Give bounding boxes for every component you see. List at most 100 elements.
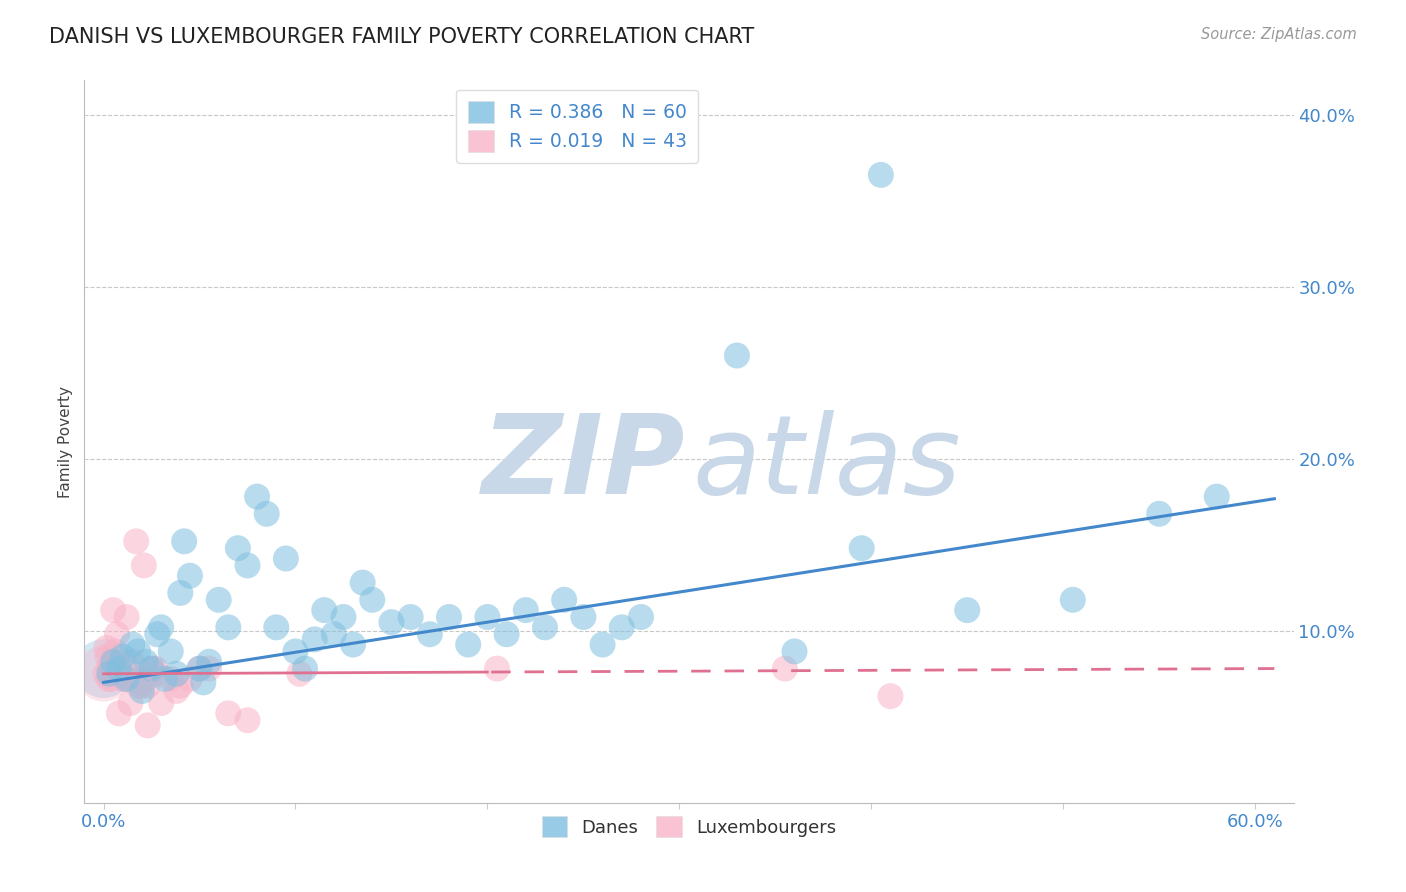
Point xyxy=(122,672,145,686)
Point xyxy=(198,655,221,669)
Point xyxy=(110,662,132,676)
Point xyxy=(208,592,231,607)
Point xyxy=(870,168,893,182)
Point xyxy=(217,620,239,634)
Point xyxy=(132,558,155,573)
Point xyxy=(121,638,143,652)
Point xyxy=(115,672,138,686)
Point xyxy=(173,534,195,549)
Point xyxy=(100,672,122,686)
Point xyxy=(108,662,131,676)
Point xyxy=(246,490,269,504)
Point xyxy=(610,620,633,634)
Point xyxy=(104,644,127,658)
Point xyxy=(135,672,157,686)
Point xyxy=(101,655,124,669)
Text: ZIP: ZIP xyxy=(482,409,685,516)
Point xyxy=(150,620,173,634)
Point xyxy=(121,655,143,669)
Point xyxy=(630,610,652,624)
Y-axis label: Family Poverty: Family Poverty xyxy=(58,385,73,498)
Point xyxy=(117,662,139,676)
Point xyxy=(97,672,120,686)
Point xyxy=(135,655,157,669)
Point xyxy=(217,706,239,721)
Point xyxy=(314,603,336,617)
Point xyxy=(108,706,131,721)
Point xyxy=(179,568,201,582)
Point xyxy=(266,620,288,634)
Point xyxy=(105,627,128,641)
Point xyxy=(131,679,153,693)
Point xyxy=(93,662,115,676)
Point xyxy=(93,666,115,681)
Point xyxy=(146,666,169,681)
Point xyxy=(274,551,297,566)
Point xyxy=(485,662,508,676)
Point xyxy=(193,675,215,690)
Point xyxy=(495,627,517,641)
Point xyxy=(153,672,176,686)
Point xyxy=(592,638,614,652)
Point xyxy=(146,627,169,641)
Point xyxy=(851,541,873,556)
Point xyxy=(515,603,537,617)
Point xyxy=(115,610,138,624)
Point xyxy=(1147,507,1170,521)
Point xyxy=(179,672,201,686)
Point xyxy=(111,649,134,664)
Point xyxy=(256,507,278,521)
Point xyxy=(145,662,167,676)
Point xyxy=(322,627,344,641)
Point xyxy=(879,689,901,703)
Point xyxy=(120,696,142,710)
Point xyxy=(419,627,441,641)
Point xyxy=(725,349,748,363)
Point xyxy=(1205,490,1227,504)
Text: DANISH VS LUXEMBOURGER FAMILY POVERTY CORRELATION CHART: DANISH VS LUXEMBOURGER FAMILY POVERTY CO… xyxy=(49,27,755,46)
Point xyxy=(94,666,117,681)
Point xyxy=(572,610,595,624)
Point xyxy=(304,632,326,647)
Point xyxy=(380,615,402,630)
Point xyxy=(98,662,121,676)
Point xyxy=(188,662,211,676)
Point xyxy=(956,603,979,617)
Point xyxy=(129,672,152,686)
Point xyxy=(773,662,796,676)
Point xyxy=(166,666,188,681)
Point xyxy=(783,644,806,658)
Point xyxy=(457,638,479,652)
Point xyxy=(352,575,374,590)
Point xyxy=(288,666,311,681)
Point xyxy=(361,592,384,607)
Point xyxy=(131,684,153,698)
Point xyxy=(114,672,136,686)
Point xyxy=(127,679,149,693)
Point xyxy=(437,610,460,624)
Point xyxy=(159,644,181,658)
Point xyxy=(111,672,134,686)
Point xyxy=(98,658,121,673)
Point xyxy=(477,610,499,624)
Legend: Danes, Luxembourgers: Danes, Luxembourgers xyxy=(534,809,844,845)
Point xyxy=(399,610,422,624)
Point xyxy=(136,679,159,693)
Point xyxy=(332,610,354,624)
Point xyxy=(141,662,163,676)
Text: atlas: atlas xyxy=(693,409,962,516)
Point xyxy=(98,666,121,681)
Point xyxy=(101,603,124,617)
Point xyxy=(136,718,159,732)
Text: Source: ZipAtlas.com: Source: ZipAtlas.com xyxy=(1201,27,1357,42)
Point xyxy=(96,640,118,655)
Point xyxy=(236,558,259,573)
Point xyxy=(150,696,173,710)
Point xyxy=(1062,592,1084,607)
Point xyxy=(96,649,118,664)
Point xyxy=(534,620,557,634)
Point xyxy=(166,684,188,698)
Point xyxy=(127,644,149,658)
Point xyxy=(342,638,364,652)
Point xyxy=(188,662,211,676)
